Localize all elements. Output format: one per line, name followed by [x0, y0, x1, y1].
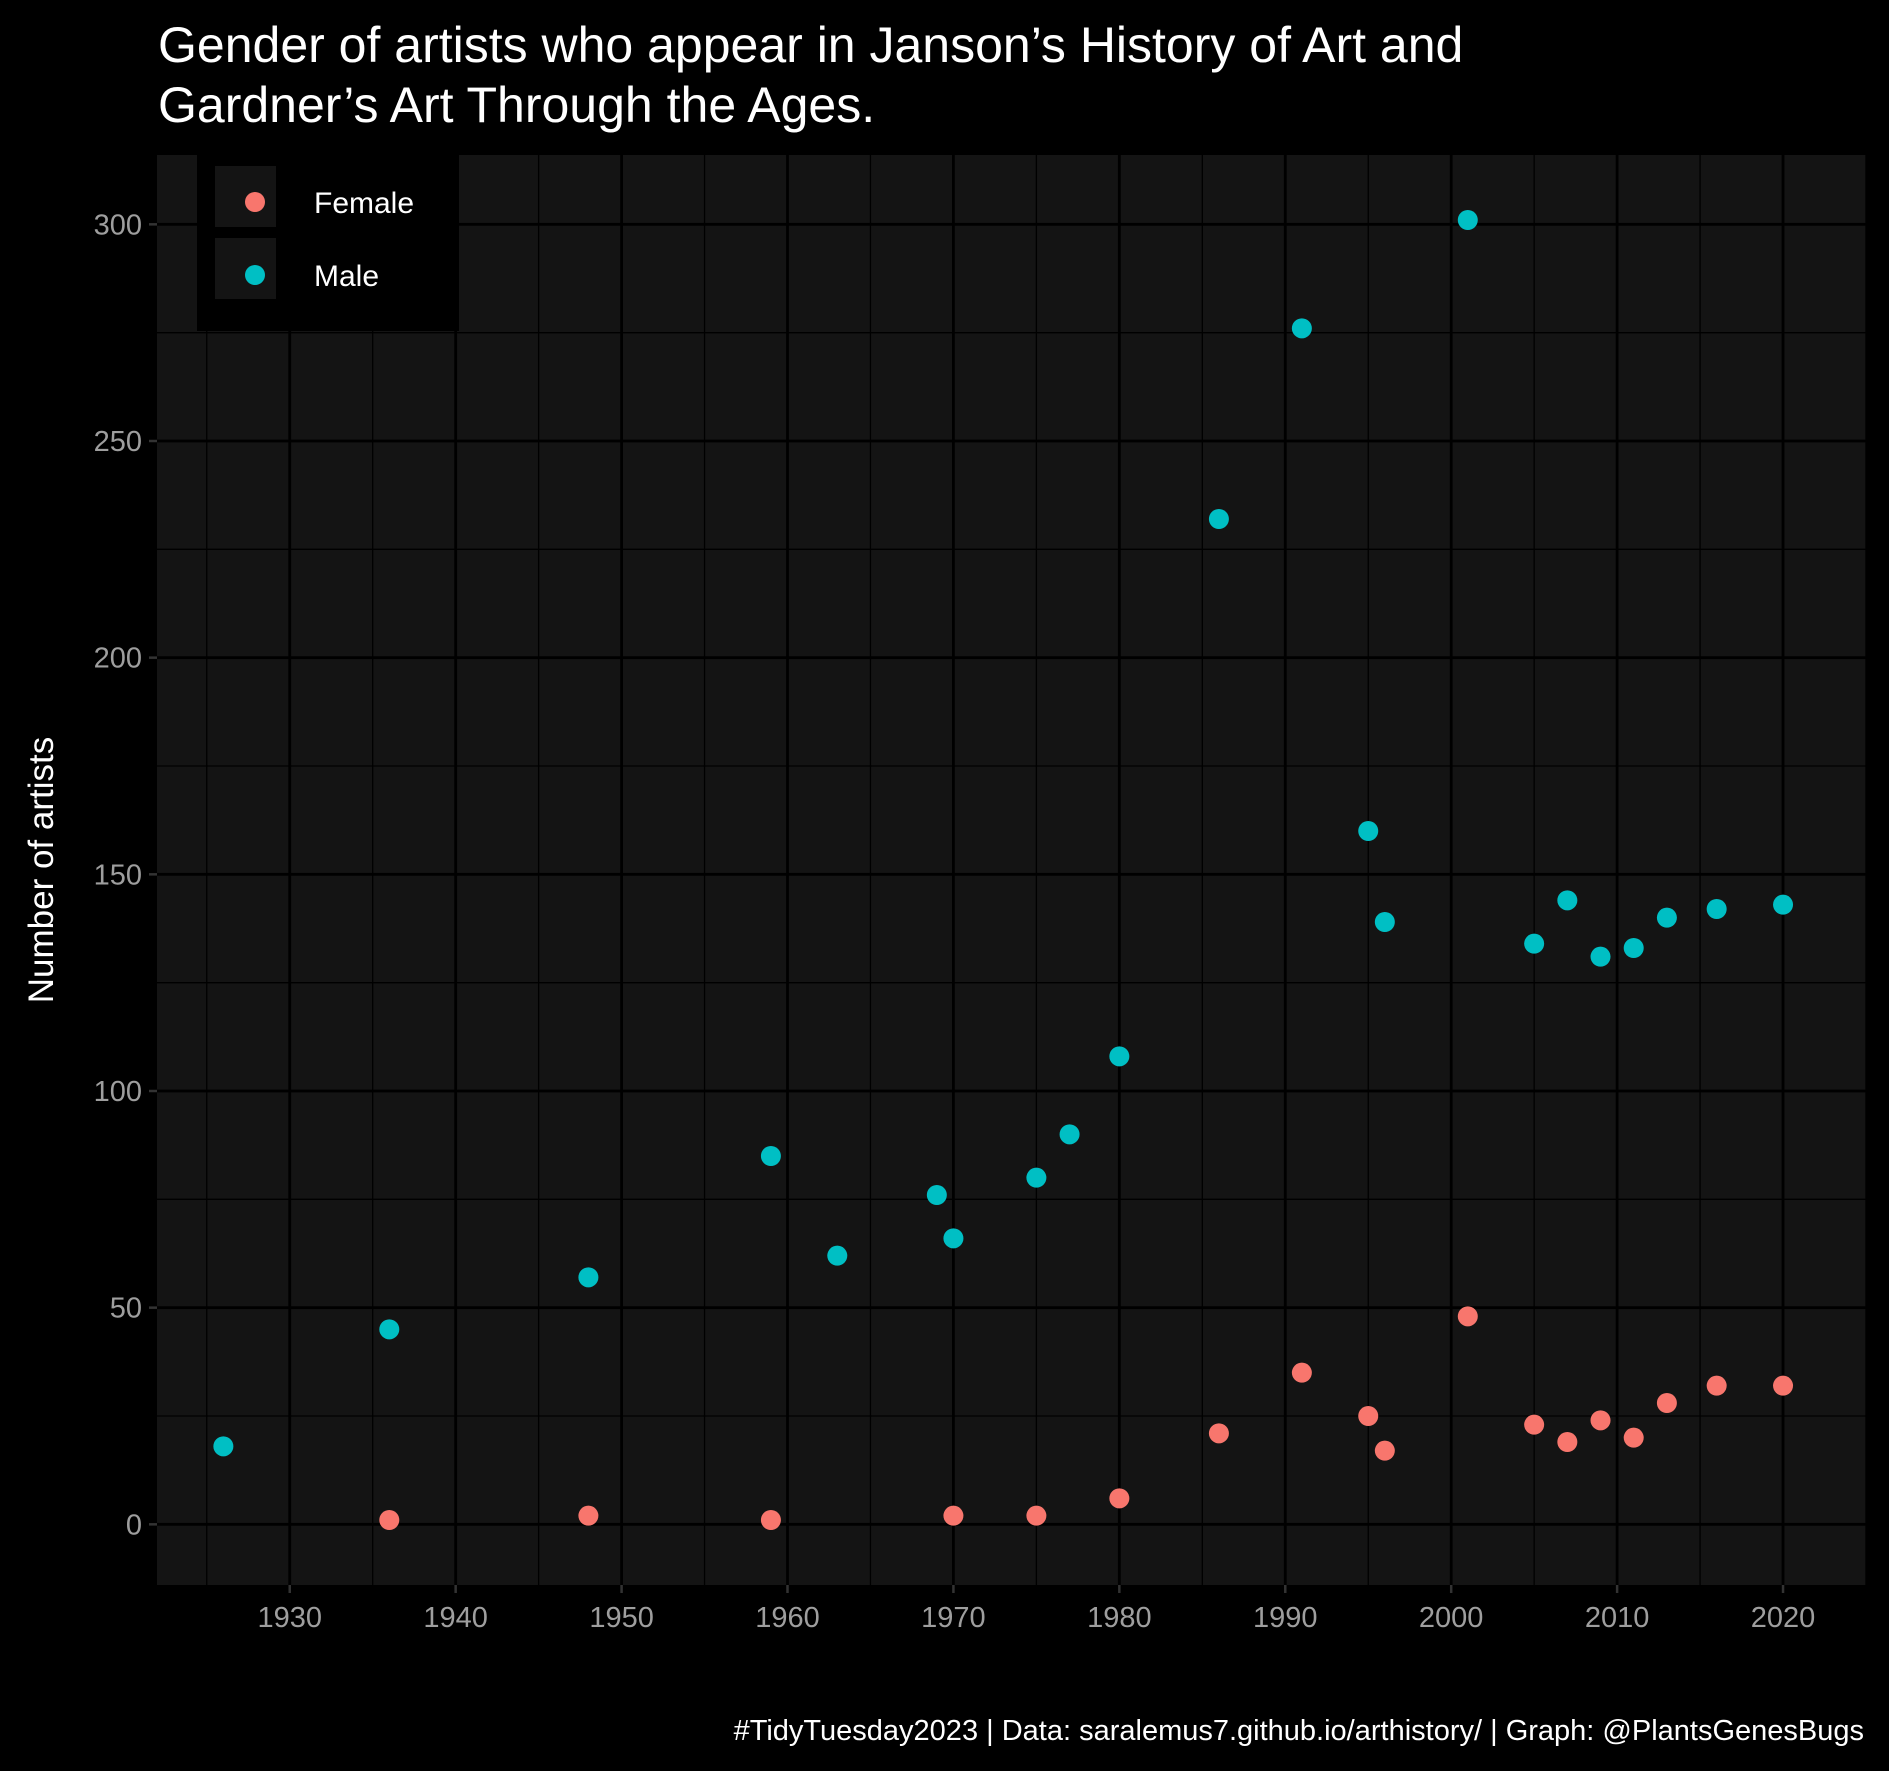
x-tick-label: 1950: [589, 1602, 654, 1634]
y-tick-label: 50: [110, 1293, 142, 1325]
legend: Female Male: [197, 155, 459, 331]
legend-dot-female: [245, 192, 265, 212]
point-female: [379, 1510, 400, 1530]
x-tick-label: 1990: [1253, 1602, 1318, 1634]
chart-caption: #TidyTuesday2023 | Data: saralemus7.gith…: [734, 1715, 1864, 1747]
point-male: [1656, 907, 1677, 928]
x-tick-label: 1930: [257, 1602, 322, 1634]
point-male: [1557, 890, 1578, 911]
point-male: [1358, 821, 1379, 841]
legend-label-female: Female: [314, 187, 414, 220]
legend-label-male: Male: [314, 260, 379, 293]
point-female: [1524, 1414, 1545, 1435]
y-axis-title: Number of artists: [22, 737, 61, 1003]
point-female: [1656, 1393, 1677, 1413]
point-male: [1291, 318, 1312, 339]
y-axis: 0 50 100 150 200 250 300: [94, 209, 157, 1541]
y-tick-label: 250: [94, 426, 142, 458]
y-tick-label: 150: [94, 859, 142, 891]
x-tick-label: 1940: [423, 1602, 488, 1634]
point-female: [1291, 1362, 1312, 1383]
y-tick-label: 100: [94, 1076, 142, 1108]
point-male: [760, 1146, 781, 1166]
point-female: [1109, 1488, 1130, 1509]
point-female: [1358, 1406, 1379, 1426]
point-male: [1059, 1124, 1080, 1145]
data-points: [213, 210, 1794, 1530]
point-female: [943, 1505, 964, 1526]
point-male: [379, 1319, 400, 1340]
point-female: [578, 1505, 599, 1526]
point-female: [1706, 1375, 1727, 1396]
point-male: [1590, 946, 1611, 967]
point-male: [213, 1436, 234, 1457]
plot-panel: [157, 155, 1866, 1585]
point-female: [1374, 1440, 1395, 1461]
point-female: [1623, 1427, 1644, 1448]
major-gridlines: [157, 155, 1866, 1585]
x-axis: 1930 1940 1950 1960 1970 1980 1990 2000 2010 2020: [257, 1585, 1815, 1634]
point-male: [1457, 210, 1478, 230]
point-male: [1706, 899, 1727, 919]
point-male: [827, 1245, 848, 1266]
x-tick-label: 2010: [1585, 1602, 1650, 1634]
x-tick-label: 1970: [921, 1602, 986, 1634]
point-male: [943, 1228, 964, 1249]
point-female: [1773, 1375, 1794, 1396]
point-female: [760, 1510, 781, 1530]
chart-title-line-1: Gender of artists who appear in Janson’s…: [158, 17, 1463, 73]
point-female: [1026, 1505, 1047, 1526]
point-male: [926, 1185, 947, 1205]
x-tick-label: 1980: [1087, 1602, 1152, 1634]
y-tick-label: 0: [126, 1509, 142, 1541]
point-male: [1623, 938, 1644, 958]
y-tick-label: 300: [94, 209, 142, 241]
legend-key-male: [215, 238, 276, 299]
chart-title-line-2: Gardner’s Art Through the Ages.: [158, 77, 875, 133]
point-female: [1457, 1306, 1478, 1327]
point-female: [1590, 1410, 1611, 1431]
point-male: [1208, 509, 1229, 529]
x-tick-label: 2020: [1751, 1602, 1816, 1634]
point-female: [1208, 1423, 1229, 1444]
point-male: [1773, 894, 1794, 915]
minor-gridlines: [157, 155, 1867, 1585]
legend-key-female: [215, 166, 276, 227]
point-male: [1026, 1167, 1047, 1188]
point-female: [1557, 1432, 1578, 1452]
x-tick-label: 2000: [1419, 1602, 1484, 1634]
y-tick-label: 200: [94, 643, 142, 675]
point-male: [1374, 912, 1395, 932]
point-male: [1524, 933, 1545, 954]
point-male: [1109, 1046, 1130, 1067]
legend-dot-male: [245, 265, 265, 285]
point-male: [578, 1267, 599, 1288]
x-tick-label: 1960: [755, 1602, 820, 1634]
